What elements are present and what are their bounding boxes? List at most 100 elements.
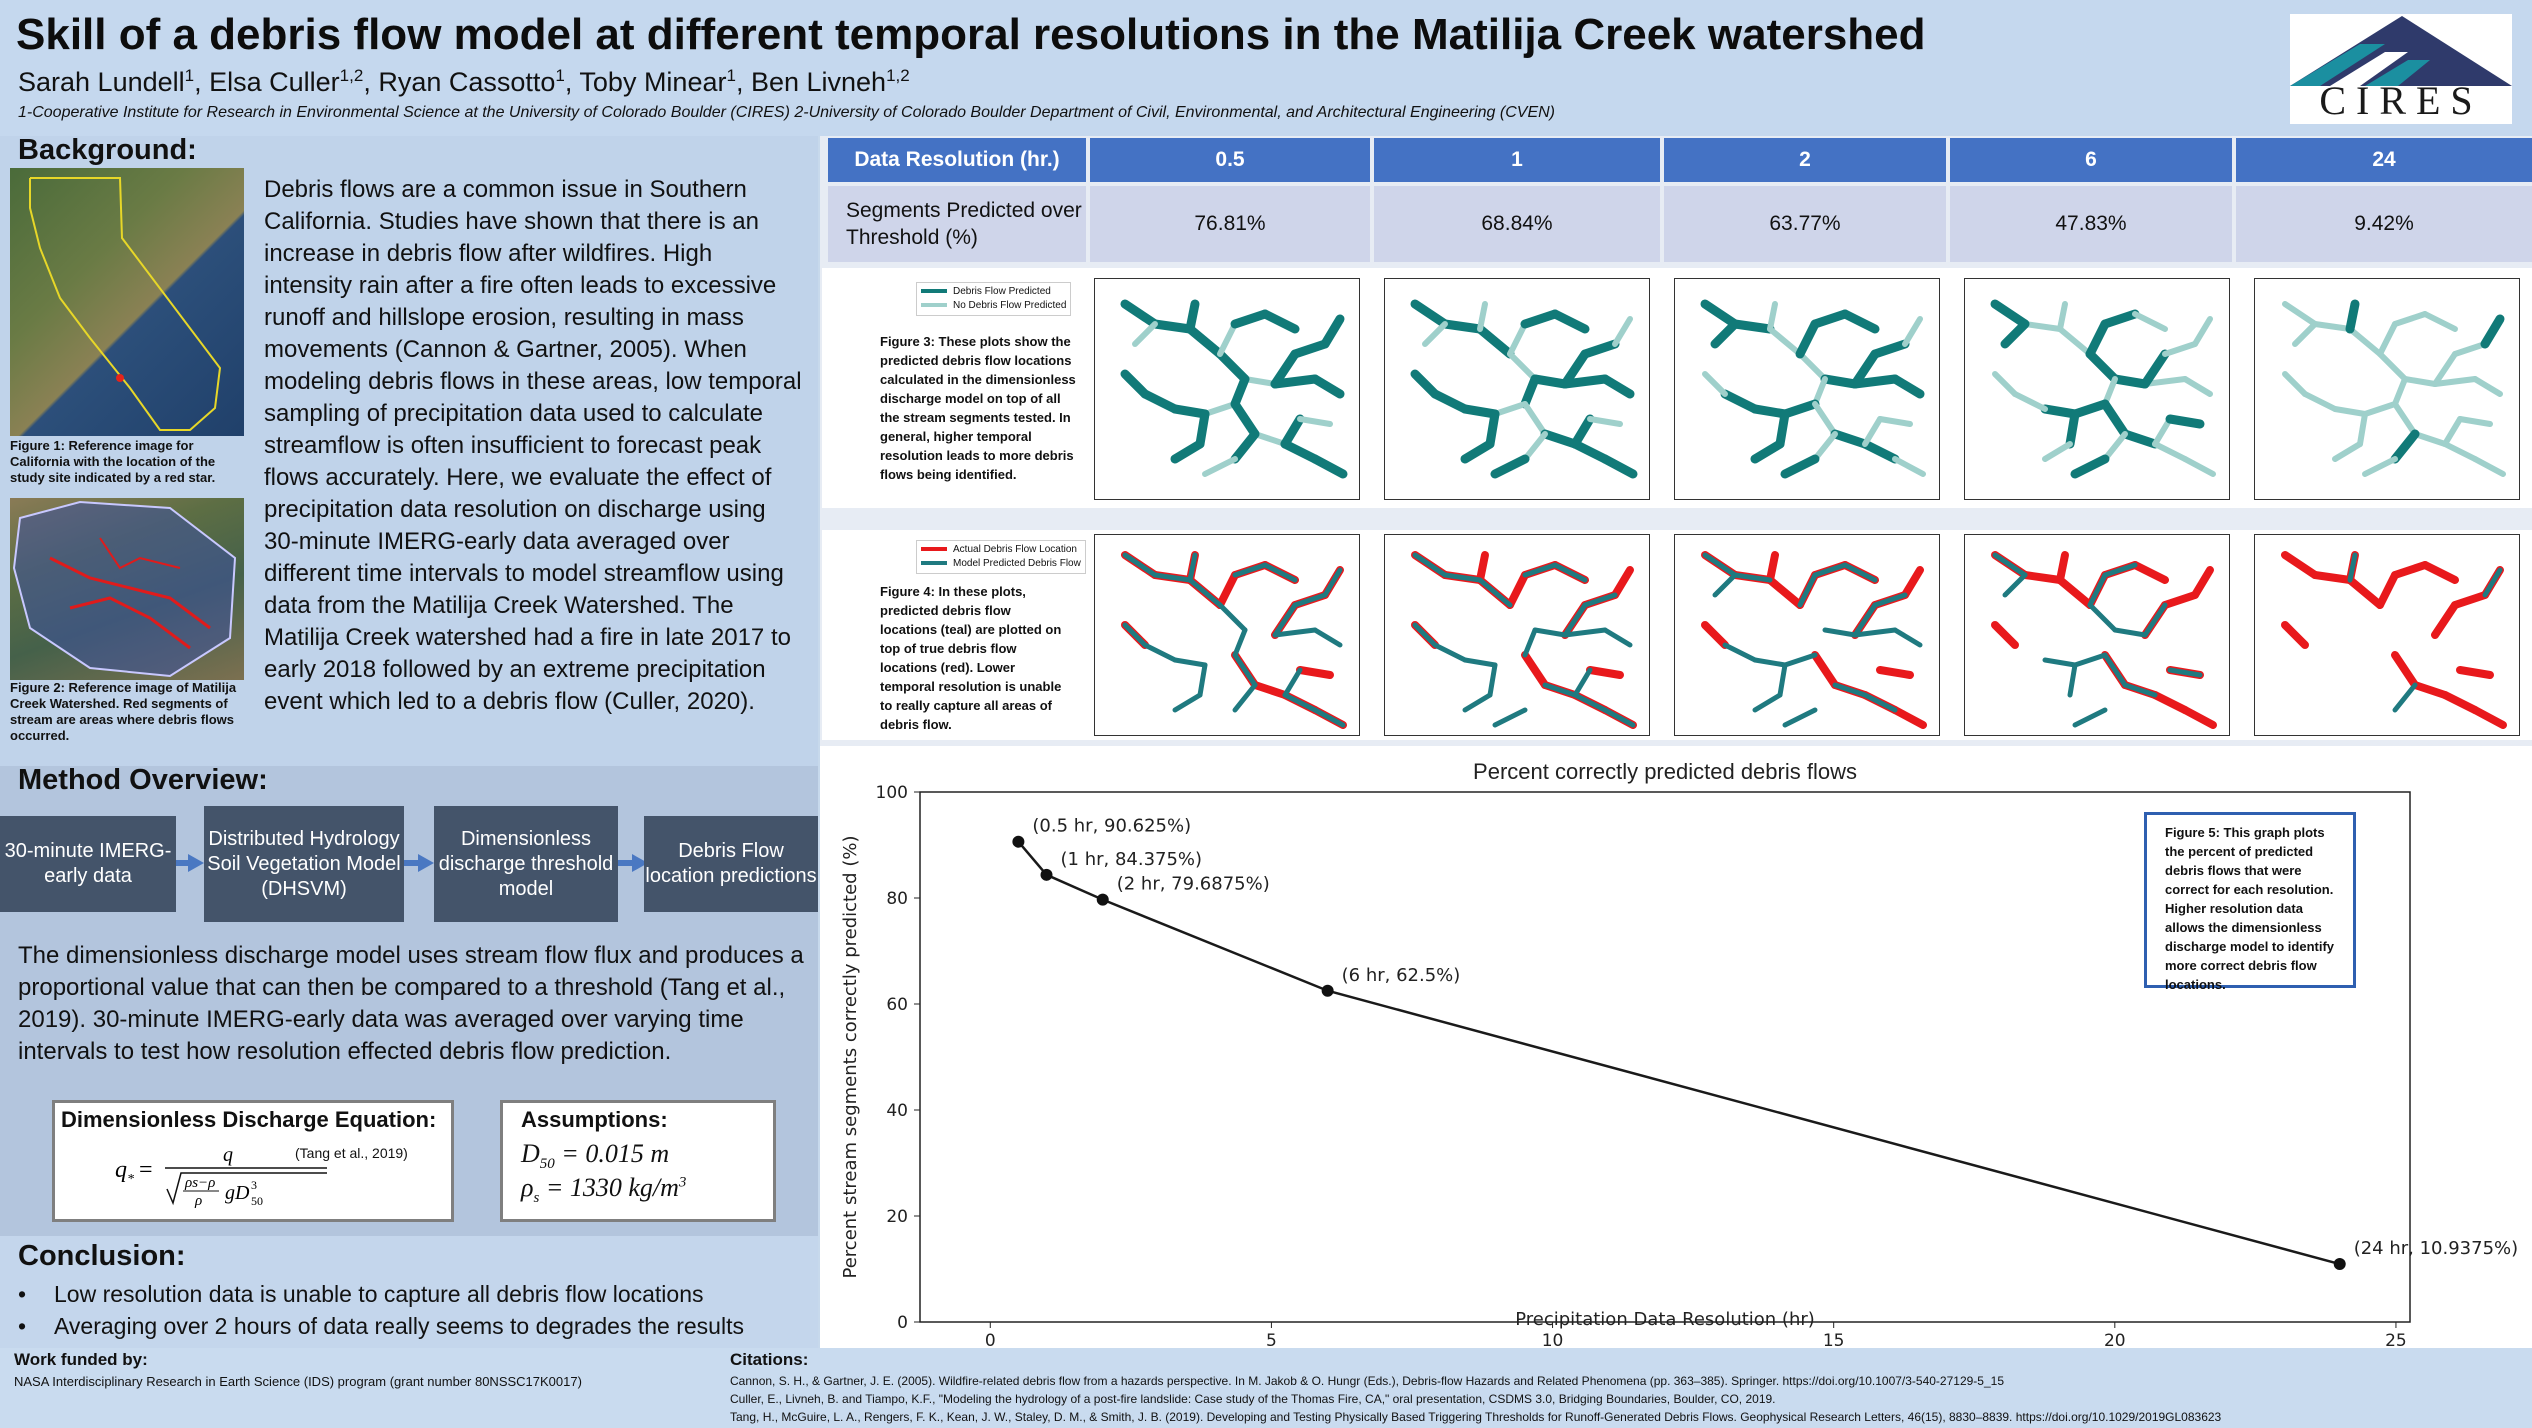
- svg-text:ρs−ρ: ρs−ρ: [184, 1175, 215, 1191]
- predicted-debris-segment: [2122, 682, 2158, 698]
- stream-segment: [1795, 319, 1820, 359]
- predicted-debris-segment: [2142, 602, 2168, 638]
- stream-segment: [2022, 321, 2063, 332]
- predicted-debris-segment: [1562, 627, 1608, 638]
- stream-segment: [2402, 376, 2438, 387]
- stream-segment: [1477, 301, 1488, 332]
- stream-segment: [2472, 376, 2503, 397]
- background-text: Debris flows are a common issue in South…: [264, 176, 802, 715]
- stream-segment: [1280, 414, 1305, 449]
- california-map-image: [10, 168, 244, 436]
- stream-segment: [1507, 351, 1538, 382]
- predicted-debris-segment: [2102, 562, 2138, 578]
- california-outline-icon: [29, 177, 222, 431]
- flow-step-imerg: 30-minute IMERG-early data: [0, 816, 176, 912]
- figure4-plot: [1674, 534, 1940, 736]
- predicted-debris-segment: [1487, 662, 1498, 698]
- conclusion-bullet: • Averaging over 2 hours of data really s…: [18, 1313, 744, 1339]
- stream-segment: [2042, 441, 2073, 462]
- figure3-plot: [2254, 278, 2520, 500]
- actual-debris-segment: [1251, 681, 1289, 699]
- x-tick-label: 25: [2385, 1331, 2407, 1348]
- x-tick-label: 0: [985, 1331, 996, 1348]
- predicted-debris-segment: [1272, 602, 1298, 638]
- actual-debris-segment: [2161, 591, 2199, 609]
- stream-segment: [1170, 439, 1205, 464]
- flow-step-dhsvm: Distributed Hydrology Soil Vegetation Mo…: [204, 806, 404, 922]
- x-tick-label: 10: [1542, 1331, 1564, 1348]
- actual-debris-segment: [1766, 576, 1804, 609]
- data-point: [1096, 893, 1109, 906]
- stream-segment: [1290, 339, 1330, 359]
- actual-debris-segment: [1506, 571, 1529, 609]
- stream-segment: [1507, 321, 1528, 357]
- predicted-debris-segment: [1732, 572, 1773, 583]
- data-point-label: (6 hr, 62.5%): [1342, 965, 1461, 986]
- author-name: Elsa Culler: [209, 67, 340, 97]
- y-axis-label: Percent stream segments correctly predic…: [840, 836, 861, 1279]
- predicted-debris-segment: [1142, 642, 1178, 663]
- author-affiliation-mark: 1,2: [339, 66, 364, 85]
- actual-debris-segment: [1521, 651, 1549, 689]
- author-affiliation-mark: 1: [184, 66, 195, 85]
- stream-segment: [2057, 326, 2093, 357]
- stream-segment: [1242, 376, 1278, 387]
- stream-segment: [1280, 439, 1320, 464]
- watershed-outline-icon: [12, 500, 237, 678]
- stream-segment: [1550, 309, 1590, 334]
- predicted-debris-segment: [1562, 602, 1588, 638]
- predicted-debris-segment: [1752, 692, 1783, 713]
- predicted-debris-segment: [1172, 692, 1203, 713]
- stream-segment: [1860, 439, 1900, 464]
- actual-debris-segment: [1216, 571, 1239, 609]
- predicted-debris-segment: [1292, 592, 1328, 608]
- flow-arrow-icon: [618, 860, 632, 866]
- predicted-debris-segment: [1187, 552, 1198, 583]
- predicted-debris-segment: [1172, 657, 1208, 668]
- stream-segment: [2332, 441, 2363, 462]
- stream-segment: [1132, 321, 1158, 347]
- conclusion-section: [0, 1236, 818, 1348]
- table-header-cell: 24: [2236, 138, 2532, 182]
- svg-text:=: =: [139, 1157, 153, 1183]
- stream-segment: [1890, 374, 1925, 399]
- predicted-debris-segment: [1282, 667, 1303, 698]
- actual-debris-segment: [2431, 601, 2459, 639]
- legend-label: No Debris Flow Predicted: [953, 300, 1067, 311]
- stream-segment: [1215, 349, 1250, 384]
- predicted-debris-segment: [1322, 567, 1343, 598]
- table-header-cell: 0.5: [1090, 138, 1370, 182]
- predicted-debris-segment: [1232, 627, 1248, 658]
- predicted-debris-segment: [2002, 572, 2028, 598]
- table-cell: 68.84%: [1374, 186, 1660, 262]
- stream-segment: [2432, 351, 2458, 387]
- legend-swatch: [921, 561, 947, 566]
- affiliations: 1-Cooperative Institute for Research in …: [18, 104, 1555, 121]
- predicted-debris-segment: [1832, 682, 1868, 698]
- predicted-debris-segment: [1312, 707, 1346, 728]
- stream-segment: [1522, 431, 1548, 462]
- chart-title: Percent correctly predicted debris flows: [1473, 759, 1857, 784]
- stream-segment: [2070, 454, 2110, 479]
- actual-debris-segment: [1476, 551, 1489, 584]
- chart-series: (0.5 hr, 90.625%) (1 hr, 84.375%) (2 hr, 7…: [1012, 816, 2518, 1271]
- equation-citation: (Tang et al., 2019): [295, 1145, 408, 1161]
- stream-segment: [2392, 401, 2418, 437]
- stream-segment: [2085, 349, 2120, 384]
- data-point-label: (24 hr, 10.9375%): [2354, 1238, 2518, 1259]
- actual-debris-segment: [1296, 666, 1334, 679]
- author-affiliation-mark: 1,2: [886, 66, 910, 85]
- predicted-debris-segment: [1852, 602, 1878, 638]
- predicted-debris-segment: [1572, 667, 1593, 698]
- predicted-debris-segment: [1842, 562, 1878, 583]
- stream-segment: [1812, 431, 1838, 462]
- stream-segment: [2065, 409, 2080, 449]
- stream-segment: [2012, 391, 2048, 412]
- stream-network-map: [1410, 299, 1638, 479]
- stream-segment: [2100, 309, 2140, 329]
- author-name: Toby Minear: [579, 67, 727, 97]
- stream-segment: [2480, 314, 2505, 349]
- actual-debris-segment: [2281, 621, 2309, 649]
- predicted-debris-segment: [2072, 707, 2108, 728]
- equation-box: Dimensionless Discharge Equation: q * = …: [52, 1100, 454, 1222]
